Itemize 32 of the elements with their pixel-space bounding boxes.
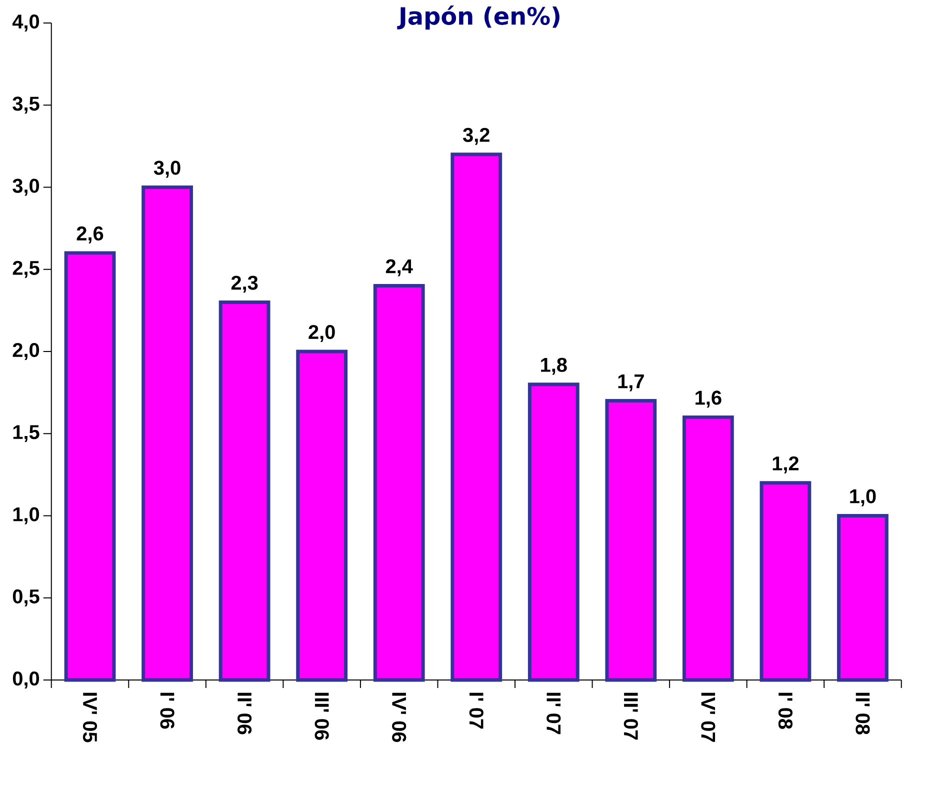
y-tick-label: 0,0 — [12, 671, 40, 688]
x-tick-label: IV' 06 — [392, 692, 406, 742]
data-label: 1,6 — [696, 390, 722, 408]
chart-title: Japón (en%) — [397, 6, 560, 30]
data-label: 2,6 — [76, 226, 104, 244]
y-tick-label: 4,0 — [12, 14, 40, 32]
y-tick-label: 0,5 — [12, 589, 40, 606]
data-label: 1,7 — [618, 374, 644, 392]
y-tick-label: 2,5 — [12, 260, 40, 278]
data-label: 1,8 — [541, 358, 567, 375]
data-label: 2,4 — [386, 259, 413, 276]
x-tick-label: I' 06 — [160, 692, 174, 729]
y-tick-label: 3,5 — [12, 96, 40, 114]
data-label: 1,2 — [772, 456, 799, 474]
y-tick-label: 1,0 — [13, 507, 40, 524]
data-label: 3,0 — [154, 160, 180, 178]
x-tick-label: I' 07 — [469, 692, 484, 729]
x-tick-label: II' 08 — [856, 692, 870, 734]
data-label: 2,0 — [308, 324, 335, 342]
x-tick-label: II' 07 — [546, 692, 561, 734]
data-label: 1,0 — [850, 489, 876, 506]
x-tick-label: IV' 05 — [82, 692, 98, 742]
x-tick-label: IV' 07 — [701, 692, 716, 742]
y-tick-label: 3,0 — [12, 178, 40, 196]
y-tick-label: 1,5 — [13, 425, 40, 442]
x-tick-label: III' 07 — [624, 692, 638, 740]
data-label: 3,2 — [462, 128, 490, 145]
x-tick-label: I' 08 — [778, 692, 793, 729]
data-label: 2,3 — [231, 276, 258, 293]
y-tick-label: 2,0 — [12, 342, 40, 360]
x-tick-label: II' 06 — [238, 692, 252, 734]
x-tick-label: III' 06 — [314, 692, 329, 740]
